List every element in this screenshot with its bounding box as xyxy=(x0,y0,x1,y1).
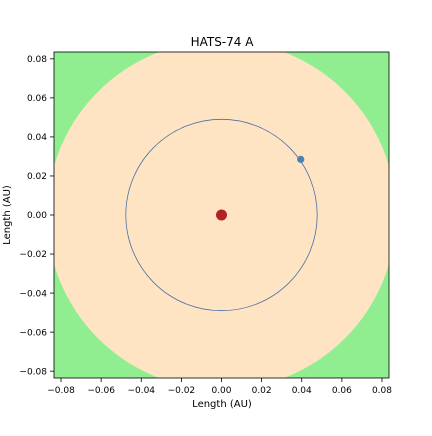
x-tick-label: 0.02 xyxy=(252,386,272,396)
x-tick-label: −0.04 xyxy=(127,386,155,396)
y-tick-label: 0.04 xyxy=(27,133,47,143)
x-axis-label: Length (AU) xyxy=(192,399,252,410)
y-axis-label: Length (AU) xyxy=(2,185,13,245)
y-tick-label: 0.06 xyxy=(27,94,47,104)
x-tick-label: 0.04 xyxy=(292,386,312,396)
y-tick-label: 0.00 xyxy=(27,211,47,221)
y-tick-label: −0.04 xyxy=(19,289,47,299)
x-tick-label: −0.06 xyxy=(87,386,115,396)
x-tick-label: 0.06 xyxy=(332,386,352,396)
x-tick-label: 0.08 xyxy=(372,386,392,396)
star-marker xyxy=(216,210,227,221)
chart-title: HATS-74 A xyxy=(191,35,255,49)
plot-area xyxy=(47,40,396,389)
planet-marker xyxy=(297,156,304,163)
y-tick-label: 0.02 xyxy=(27,172,47,182)
x-axis-ticks: −0.08 −0.06 −0.04 −0.02 0.00 0.02 0.04 0.06 0.08 xyxy=(47,378,392,396)
x-tick-label: 0.00 xyxy=(211,386,231,396)
x-tick-label: −0.08 xyxy=(47,386,75,396)
y-tick-label: 0.08 xyxy=(27,55,47,65)
y-tick-label: −0.02 xyxy=(19,250,47,260)
x-tick-label: −0.02 xyxy=(168,386,196,396)
y-tick-label: −0.06 xyxy=(19,328,47,338)
y-axis-ticks: −0.08 −0.06 −0.04 −0.02 0.00 0.02 0.04 0.06 0.08 xyxy=(19,55,54,377)
y-tick-label: −0.08 xyxy=(19,367,47,377)
